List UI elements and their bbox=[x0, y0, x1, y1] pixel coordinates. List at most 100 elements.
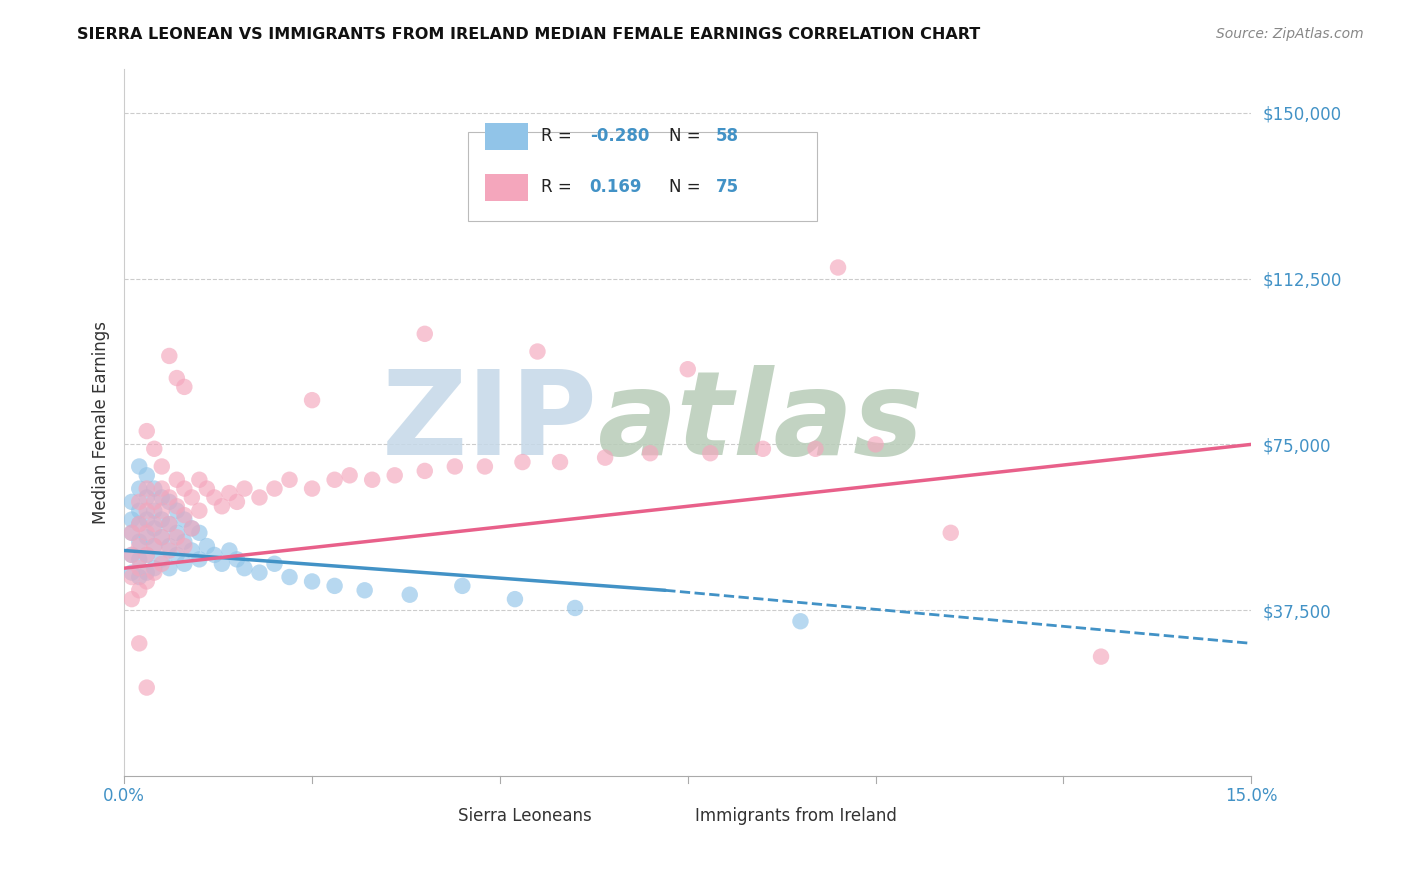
Point bbox=[157, 349, 180, 363]
Point bbox=[233, 482, 256, 496]
Point bbox=[135, 574, 157, 589]
Text: Sierra Leoneans: Sierra Leoneans bbox=[458, 806, 592, 824]
Point bbox=[166, 371, 188, 385]
Point bbox=[150, 552, 173, 566]
FancyBboxPatch shape bbox=[468, 132, 817, 220]
Text: -0.280: -0.280 bbox=[589, 127, 650, 145]
Point bbox=[143, 495, 166, 509]
Point bbox=[128, 504, 150, 518]
Point bbox=[166, 504, 188, 518]
Text: R =: R = bbox=[541, 127, 578, 145]
Text: Immigrants from Ireland: Immigrants from Ireland bbox=[695, 806, 897, 824]
Text: N =: N = bbox=[669, 178, 706, 195]
Point bbox=[128, 539, 150, 553]
Point bbox=[173, 482, 195, 496]
Point bbox=[512, 455, 534, 469]
Point bbox=[135, 681, 157, 695]
Point bbox=[593, 450, 616, 465]
Text: 75: 75 bbox=[716, 178, 740, 195]
Point bbox=[474, 459, 496, 474]
FancyBboxPatch shape bbox=[485, 123, 527, 150]
Point bbox=[143, 482, 166, 496]
Point bbox=[150, 512, 173, 526]
Point bbox=[135, 525, 157, 540]
Point bbox=[526, 344, 548, 359]
Point bbox=[188, 473, 211, 487]
Point bbox=[226, 552, 249, 566]
Point bbox=[157, 539, 180, 553]
Point bbox=[301, 393, 323, 408]
Point bbox=[128, 570, 150, 584]
Point bbox=[121, 525, 143, 540]
Point bbox=[121, 548, 143, 562]
Point bbox=[211, 557, 233, 571]
Point bbox=[143, 539, 166, 553]
Point bbox=[188, 552, 211, 566]
Text: 0.169: 0.169 bbox=[589, 178, 643, 195]
Point bbox=[398, 588, 420, 602]
Text: 58: 58 bbox=[716, 127, 740, 145]
Point bbox=[150, 530, 173, 544]
Point bbox=[121, 548, 143, 562]
Text: SIERRA LEONEAN VS IMMIGRANTS FROM IRELAND MEDIAN FEMALE EARNINGS CORRELATION CHA: SIERRA LEONEAN VS IMMIGRANTS FROM IRELAN… bbox=[77, 27, 980, 42]
Point bbox=[157, 543, 180, 558]
Point bbox=[121, 525, 143, 540]
Point bbox=[166, 500, 188, 514]
Point bbox=[323, 579, 346, 593]
Point bbox=[548, 455, 571, 469]
Point bbox=[218, 486, 240, 500]
Point bbox=[128, 583, 150, 598]
Point bbox=[180, 521, 202, 535]
Point bbox=[166, 530, 188, 544]
Y-axis label: Median Female Earnings: Median Female Earnings bbox=[93, 321, 110, 524]
Point bbox=[173, 557, 195, 571]
Point bbox=[157, 516, 180, 531]
Point bbox=[121, 592, 143, 607]
Point bbox=[128, 459, 150, 474]
Text: N =: N = bbox=[669, 127, 706, 145]
Point bbox=[804, 442, 827, 456]
FancyBboxPatch shape bbox=[659, 808, 685, 824]
Text: Source: ZipAtlas.com: Source: ZipAtlas.com bbox=[1216, 27, 1364, 41]
Point bbox=[135, 512, 157, 526]
Point bbox=[451, 579, 474, 593]
Point bbox=[128, 561, 150, 575]
Point bbox=[249, 566, 271, 580]
Point bbox=[135, 530, 157, 544]
Point bbox=[135, 504, 157, 518]
Point bbox=[353, 583, 375, 598]
Point bbox=[143, 516, 166, 531]
Point bbox=[157, 516, 180, 531]
Point bbox=[301, 482, 323, 496]
Point bbox=[226, 495, 249, 509]
Point bbox=[188, 504, 211, 518]
Point bbox=[195, 482, 218, 496]
Point bbox=[173, 534, 195, 549]
Point bbox=[202, 491, 225, 505]
Point bbox=[135, 566, 157, 580]
Point bbox=[278, 570, 301, 584]
Point bbox=[263, 557, 285, 571]
Point bbox=[301, 574, 323, 589]
Point bbox=[128, 516, 150, 531]
Point bbox=[128, 516, 150, 531]
Point bbox=[195, 539, 218, 553]
Point bbox=[121, 495, 143, 509]
Point bbox=[135, 548, 157, 562]
Point bbox=[150, 482, 173, 496]
Point bbox=[278, 473, 301, 487]
Point bbox=[150, 504, 173, 518]
Point bbox=[211, 500, 233, 514]
Point bbox=[150, 557, 173, 571]
Point bbox=[699, 446, 721, 460]
Point bbox=[121, 570, 143, 584]
Point bbox=[413, 464, 436, 478]
Point bbox=[166, 548, 188, 562]
Point bbox=[135, 424, 157, 438]
Text: ZIP: ZIP bbox=[381, 365, 598, 480]
Point bbox=[128, 534, 150, 549]
Point bbox=[135, 548, 157, 562]
Point bbox=[150, 459, 173, 474]
Point bbox=[263, 482, 285, 496]
Point bbox=[166, 525, 188, 540]
